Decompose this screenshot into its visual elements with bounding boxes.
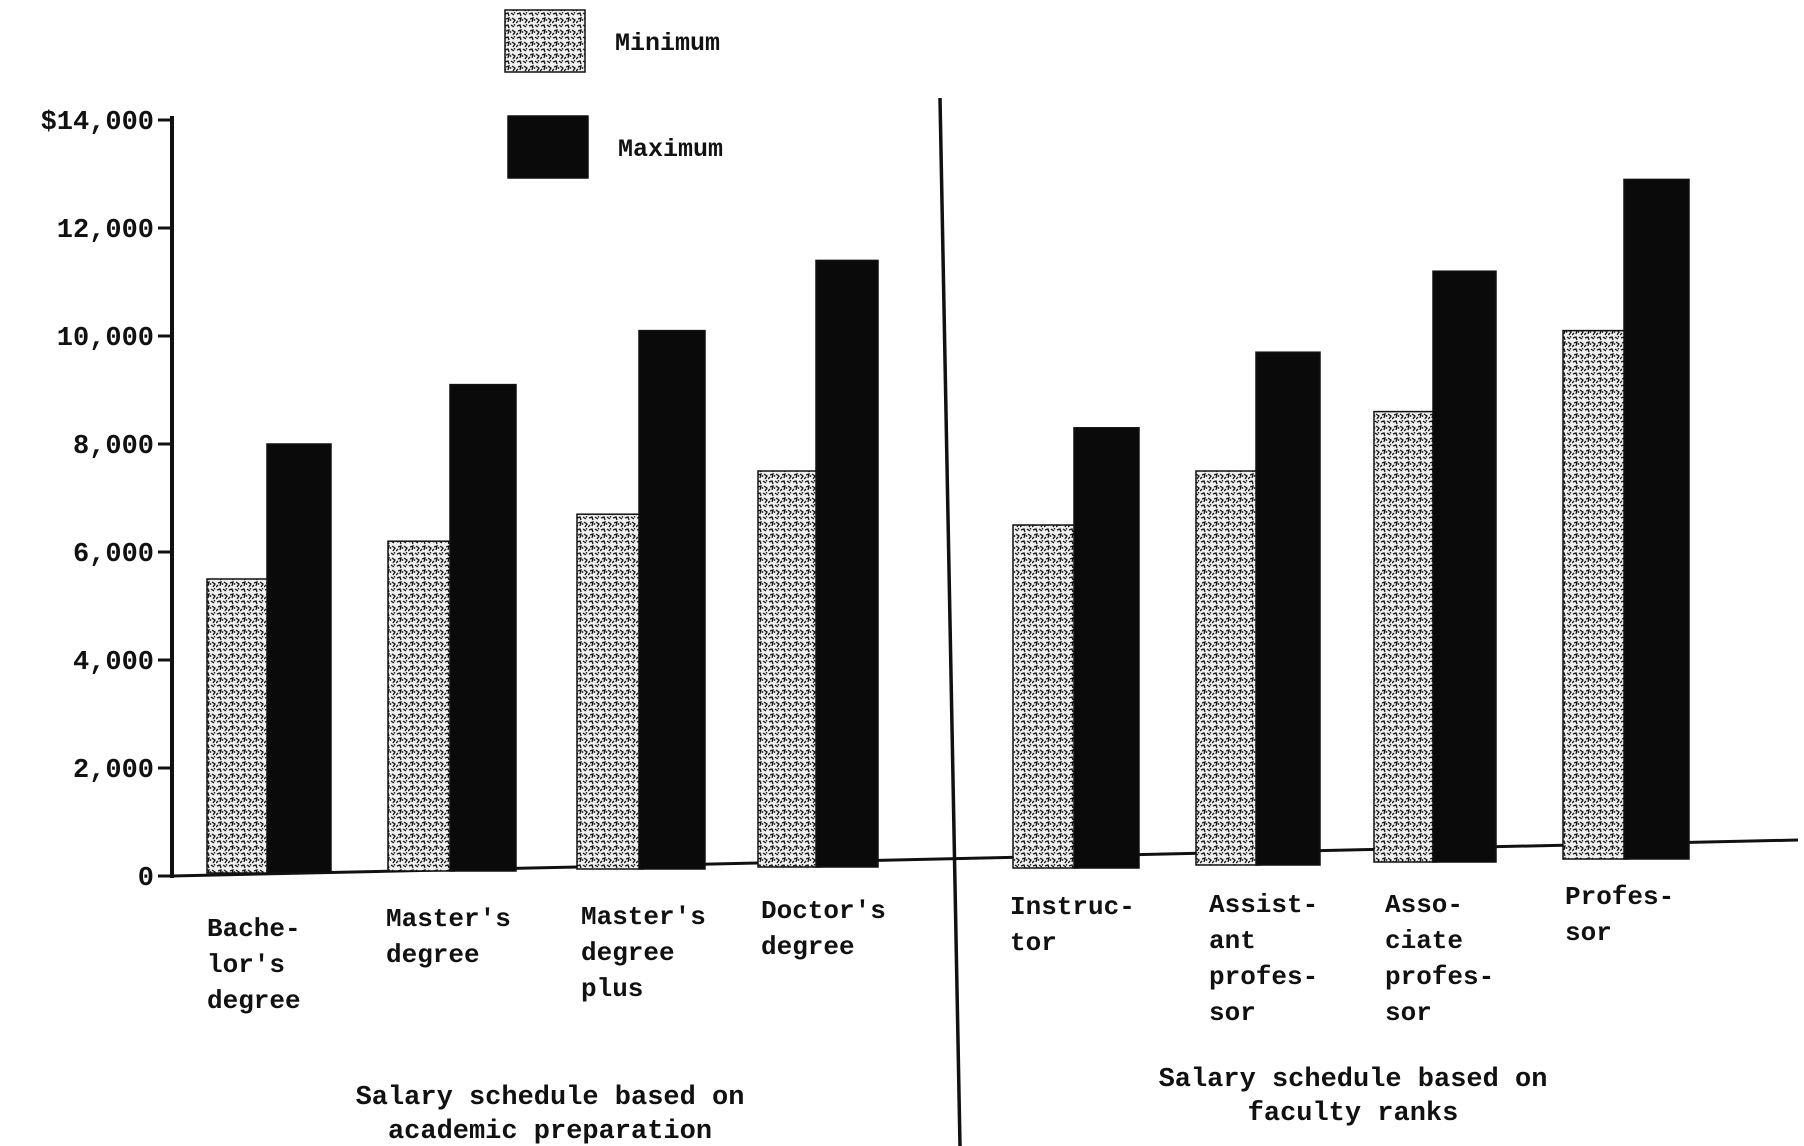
y-tick-label: 6,000 bbox=[73, 540, 154, 570]
minimum-bar bbox=[1373, 410, 1438, 863]
minimum-bar bbox=[1195, 470, 1261, 866]
category-label: Master's degree plus bbox=[581, 902, 706, 1004]
category-label: Bache-lor's degree bbox=[207, 914, 301, 1016]
category-label: Master's degree bbox=[386, 904, 511, 970]
y-tick-label: 10,000 bbox=[57, 324, 154, 354]
maximum-bar bbox=[1255, 351, 1321, 866]
group-label: Salary schedule based on academic prepara… bbox=[356, 1083, 745, 1146]
maximum-legend-swatch bbox=[507, 115, 589, 179]
y-tick-label: 2,000 bbox=[73, 756, 154, 786]
maximum-bar bbox=[1623, 178, 1690, 860]
y-tick-label: 0 bbox=[138, 864, 154, 894]
minimum-bar bbox=[576, 513, 644, 870]
y-tick-label: 12,000 bbox=[57, 216, 154, 246]
category-label: Assist-ant profes-sor bbox=[1209, 890, 1318, 1028]
category-label: Instruc-tor bbox=[1010, 892, 1135, 958]
minimum-bar bbox=[1012, 524, 1079, 869]
legend: Minimum Maximum bbox=[504, 9, 723, 179]
maximum-bar bbox=[815, 259, 879, 868]
y-axis: 0 2,000 4,000 6,000 8,000 10,000 12,000 $14,000 bbox=[41, 97, 1799, 1146]
maximum-legend-label: Maximum bbox=[618, 135, 723, 164]
maximum-bar bbox=[1073, 427, 1140, 869]
maximum-bar bbox=[449, 383, 517, 872]
group-label: Salary schedule based on faculty ranks bbox=[1159, 1065, 1548, 1129]
y-tick-label: 4,000 bbox=[73, 648, 154, 678]
minimum-legend-label: Minimum bbox=[615, 29, 720, 58]
y-tick-label: $14,000 bbox=[41, 108, 154, 138]
minimum-bar bbox=[206, 578, 272, 874]
maximum-bar bbox=[1432, 270, 1497, 863]
minimum-bar bbox=[1562, 329, 1629, 860]
y-tick-label: 8,000 bbox=[73, 432, 154, 462]
minimum-bar bbox=[387, 540, 455, 872]
minimum-legend-swatch bbox=[504, 9, 586, 73]
panel-divider bbox=[938, 97, 962, 1146]
category-label: Profes-sor bbox=[1565, 882, 1674, 948]
maximum-bar bbox=[266, 443, 332, 874]
category-label: Doctor's degree bbox=[761, 896, 886, 962]
category-labels: Bache-lor's degree Master's degree Master's d… bbox=[207, 882, 1674, 1146]
bars bbox=[206, 178, 1690, 874]
maximum-bar bbox=[638, 329, 706, 870]
minimum-bar bbox=[757, 470, 821, 868]
category-label: Asso-ciate profes-sor bbox=[1385, 890, 1494, 1028]
